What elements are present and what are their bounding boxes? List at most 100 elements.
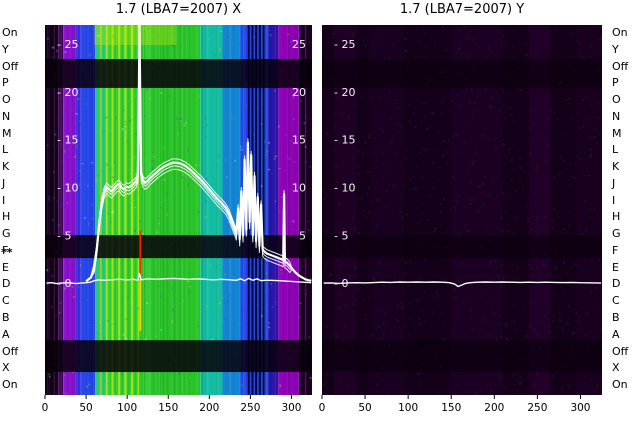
texture-line	[288, 25, 290, 395]
texture-line	[294, 25, 296, 395]
texture-line	[139, 25, 141, 395]
heat-streak	[131, 25, 134, 395]
texture-line	[131, 25, 133, 395]
right-plot: - 25- 20- 15- 10- 5- 00 50 100 150 200 250 300	[319, 25, 603, 414]
texture-line	[160, 25, 162, 395]
texture-line	[63, 25, 65, 395]
texture-line	[81, 25, 83, 395]
y-tick-label: - 10	[334, 182, 355, 195]
texture-line	[106, 25, 108, 395]
x-tick-label: 150	[158, 402, 178, 414]
texture-line	[169, 25, 171, 395]
texture-line	[49, 25, 51, 395]
texture-line	[184, 25, 186, 395]
x-tick-label: 100	[398, 402, 418, 414]
texture-line	[108, 25, 110, 395]
texture-line	[169, 25, 171, 395]
texture-line	[299, 25, 301, 395]
texture-line	[206, 25, 208, 395]
texture-line	[304, 25, 306, 395]
heat-column	[58, 25, 64, 395]
heat-column	[45, 25, 59, 395]
y-tick-label: - 10	[57, 182, 78, 195]
texture-line	[280, 25, 282, 395]
texture-line	[68, 25, 70, 395]
heat-column	[528, 25, 551, 395]
texture-line	[215, 25, 217, 395]
texture-line	[159, 25, 161, 395]
texture-line	[127, 25, 129, 395]
series-baseline	[323, 281, 602, 288]
heat-column	[268, 25, 279, 395]
feature-line-top	[139, 230, 142, 279]
y-tick-label: - 20	[334, 86, 355, 99]
texture-line	[95, 25, 97, 395]
texture-line	[52, 25, 54, 395]
texture-line	[58, 25, 60, 395]
texture-line	[183, 25, 185, 395]
y-tick-label: - 15	[334, 134, 355, 147]
texture-line	[153, 25, 155, 395]
texture-line	[143, 25, 145, 395]
texture-line	[217, 25, 219, 395]
texture-line	[171, 25, 173, 395]
texture-line	[144, 25, 146, 395]
texture-line	[166, 25, 168, 395]
texture-line	[110, 25, 112, 395]
texture-line	[180, 25, 182, 395]
x-tick-label: 50	[79, 402, 92, 414]
texture-line	[305, 25, 307, 395]
texture-line	[181, 25, 183, 395]
flagged-row-marker: **	[1, 245, 13, 259]
texture-line	[48, 25, 50, 395]
x-tick-label: 100	[117, 402, 137, 414]
flagged-band	[45, 340, 312, 373]
series-amplitude-companion	[85, 25, 312, 282]
texture-line	[215, 25, 217, 395]
heat-column	[75, 25, 81, 395]
texture-line	[229, 25, 231, 395]
heat-column	[63, 25, 76, 395]
y-tick-label: - 15	[57, 134, 78, 147]
x-tick-label: 300	[570, 402, 590, 414]
texture-line	[69, 25, 71, 395]
texture-line	[77, 25, 79, 395]
x-tick-label: 200	[484, 402, 504, 414]
y-tick-label-right: 15	[292, 134, 306, 147]
texture-line	[269, 25, 271, 395]
series-baseline	[46, 272, 312, 285]
x-tick-label: 0	[42, 402, 49, 414]
x-tick-label: 300	[281, 402, 301, 414]
texture-line	[305, 25, 307, 395]
texture-line	[75, 25, 77, 395]
texture-line	[144, 25, 146, 395]
texture-line	[53, 25, 55, 395]
texture-line	[114, 25, 116, 395]
heat-column	[334, 25, 357, 395]
texture-line	[275, 25, 277, 395]
texture-line	[121, 25, 123, 395]
y-tick-label: - 5	[334, 229, 348, 242]
series-amplitude-companion	[85, 31, 312, 282]
heat-streak	[105, 25, 108, 395]
texture-line	[195, 25, 197, 395]
heat-column	[278, 25, 299, 395]
y-tick-label-right: 25	[292, 38, 306, 51]
texture-line	[299, 25, 301, 395]
texture-line	[161, 25, 163, 395]
y-tick-label: - 25	[334, 38, 355, 51]
y-tick-label: - 0	[57, 277, 71, 290]
texture-line	[93, 25, 95, 395]
texture-line	[81, 25, 83, 395]
texture-line	[115, 25, 117, 395]
texture-line	[268, 25, 270, 395]
texture-line	[149, 25, 151, 395]
texture-line	[97, 25, 99, 395]
texture-line	[204, 25, 206, 395]
series-amplitude	[85, 23, 312, 283]
flagged-band	[322, 340, 602, 373]
texture-line	[176, 25, 178, 395]
texture-line	[174, 25, 176, 395]
